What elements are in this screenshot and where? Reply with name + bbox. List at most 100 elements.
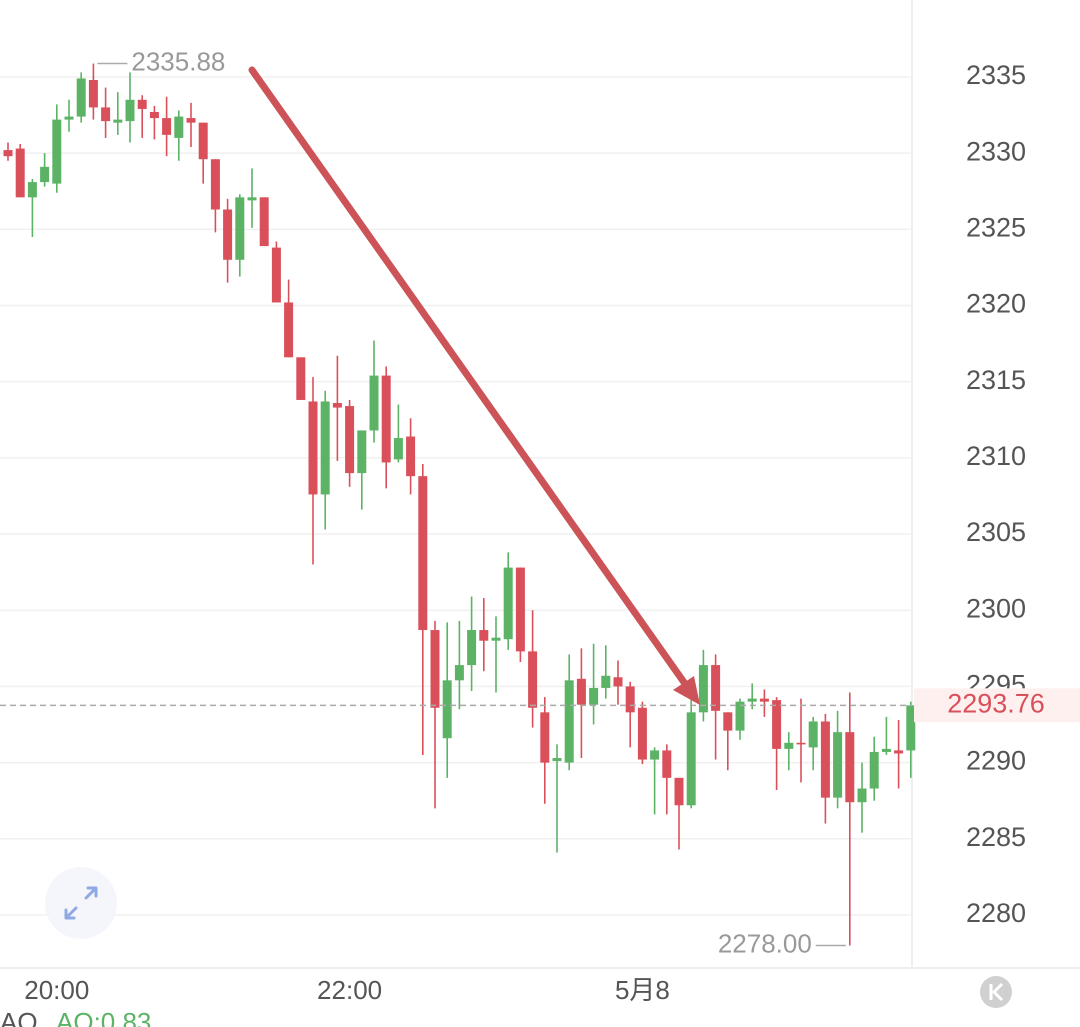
candle-body [564, 680, 574, 763]
candle-body [650, 750, 660, 760]
candle-body [101, 107, 111, 122]
candle-body [381, 375, 391, 463]
candle-body [345, 406, 355, 474]
candle-body [271, 247, 281, 303]
candle-body [857, 788, 867, 803]
candle-body [906, 705, 916, 751]
y-tick-label: 2290 [966, 746, 1026, 776]
candle-body [845, 732, 855, 803]
candle-body [162, 118, 172, 135]
grid [0, 76, 912, 916]
candle-body [198, 122, 208, 160]
candle-body [723, 712, 733, 731]
candle-body [491, 637, 501, 641]
arrow-head [673, 676, 700, 705]
candle-body [393, 438, 403, 460]
candle-body [674, 777, 684, 806]
candle-body [711, 665, 721, 711]
candle-body [698, 665, 708, 713]
candle-body [40, 166, 50, 183]
candle-body [833, 732, 843, 798]
candle-body [576, 678, 586, 705]
candle-body [528, 651, 538, 708]
candle-body [320, 401, 330, 495]
candle-body [894, 750, 904, 754]
candle-body [223, 209, 233, 260]
candle-body [515, 567, 525, 652]
candle-body [113, 119, 123, 123]
candle-body [210, 159, 220, 210]
candle-body [308, 401, 318, 495]
candle-body [808, 721, 818, 748]
candle-body [820, 721, 830, 798]
x-tick-label: 5月8 [615, 975, 670, 1005]
candle-body [796, 742, 806, 745]
candle-body [76, 78, 86, 117]
indicator-value: AO:0.83 [56, 1007, 151, 1027]
candle-body [503, 567, 513, 640]
k-button[interactable] [980, 976, 1012, 1008]
high-label: 2335.88 [131, 46, 225, 76]
candle-body [296, 357, 306, 400]
x-tick-label: 20:00 [24, 975, 89, 1005]
candle-body [418, 476, 428, 631]
candle-body [284, 302, 294, 358]
candle-body [601, 675, 611, 688]
candle-body [784, 742, 794, 749]
candle-body [357, 430, 367, 474]
candle-body [430, 630, 440, 708]
candle-body [467, 630, 477, 666]
expand-icon[interactable] [64, 886, 98, 920]
last-price-box [914, 688, 1080, 723]
candle-body [27, 182, 37, 198]
y-tick-label: 2310 [966, 441, 1026, 471]
y-tick-label: 2330 [966, 136, 1026, 166]
candle-body [442, 680, 452, 739]
candle-body [613, 677, 623, 687]
candle-body [637, 707, 647, 760]
candle-body [235, 197, 245, 260]
y-tick-label: 2300 [966, 593, 1026, 623]
candle-body [88, 79, 98, 108]
y-tick-label: 2285 [966, 822, 1026, 852]
y-tick-label: 2280 [966, 898, 1026, 928]
candle-body [747, 698, 757, 702]
low-label: 2278.00 [718, 928, 812, 958]
candle-body [137, 99, 147, 109]
x-tick-label: 22:00 [317, 975, 382, 1005]
candle-body [125, 99, 135, 122]
candle-body [881, 748, 891, 752]
candle-body [52, 119, 62, 184]
y-tick-label: 2320 [966, 289, 1026, 319]
candle-body [3, 150, 13, 157]
candle-body [149, 111, 159, 119]
candle-body [454, 665, 464, 681]
last-price-label: 2293.76 [947, 688, 1045, 718]
trend-arrow [248, 66, 692, 692]
candle-body [332, 403, 342, 408]
candle-body [625, 686, 635, 713]
candle-body [186, 118, 196, 123]
candle-body [772, 700, 782, 749]
candle-body [259, 197, 269, 247]
annotations: 2335.88 2278.00 [0, 46, 912, 958]
candles [3, 63, 916, 946]
y-tick-label: 2325 [966, 212, 1026, 242]
candle-body [869, 751, 879, 789]
candle-body [662, 750, 672, 778]
candle-body [589, 687, 599, 705]
expand-bg[interactable] [45, 867, 117, 939]
y-tick-label: 2335 [966, 60, 1026, 90]
candle-body [15, 148, 25, 198]
indicator-name: AO [0, 1007, 38, 1027]
candle-body [479, 630, 489, 641]
candle-body [64, 116, 74, 120]
candle-body [174, 116, 184, 138]
candle-body [686, 712, 696, 806]
expand-button[interactable] [45, 867, 117, 939]
candle-body [540, 712, 550, 763]
k-icon[interactable] [989, 982, 1004, 1002]
y-tick-label: 2315 [966, 365, 1026, 395]
